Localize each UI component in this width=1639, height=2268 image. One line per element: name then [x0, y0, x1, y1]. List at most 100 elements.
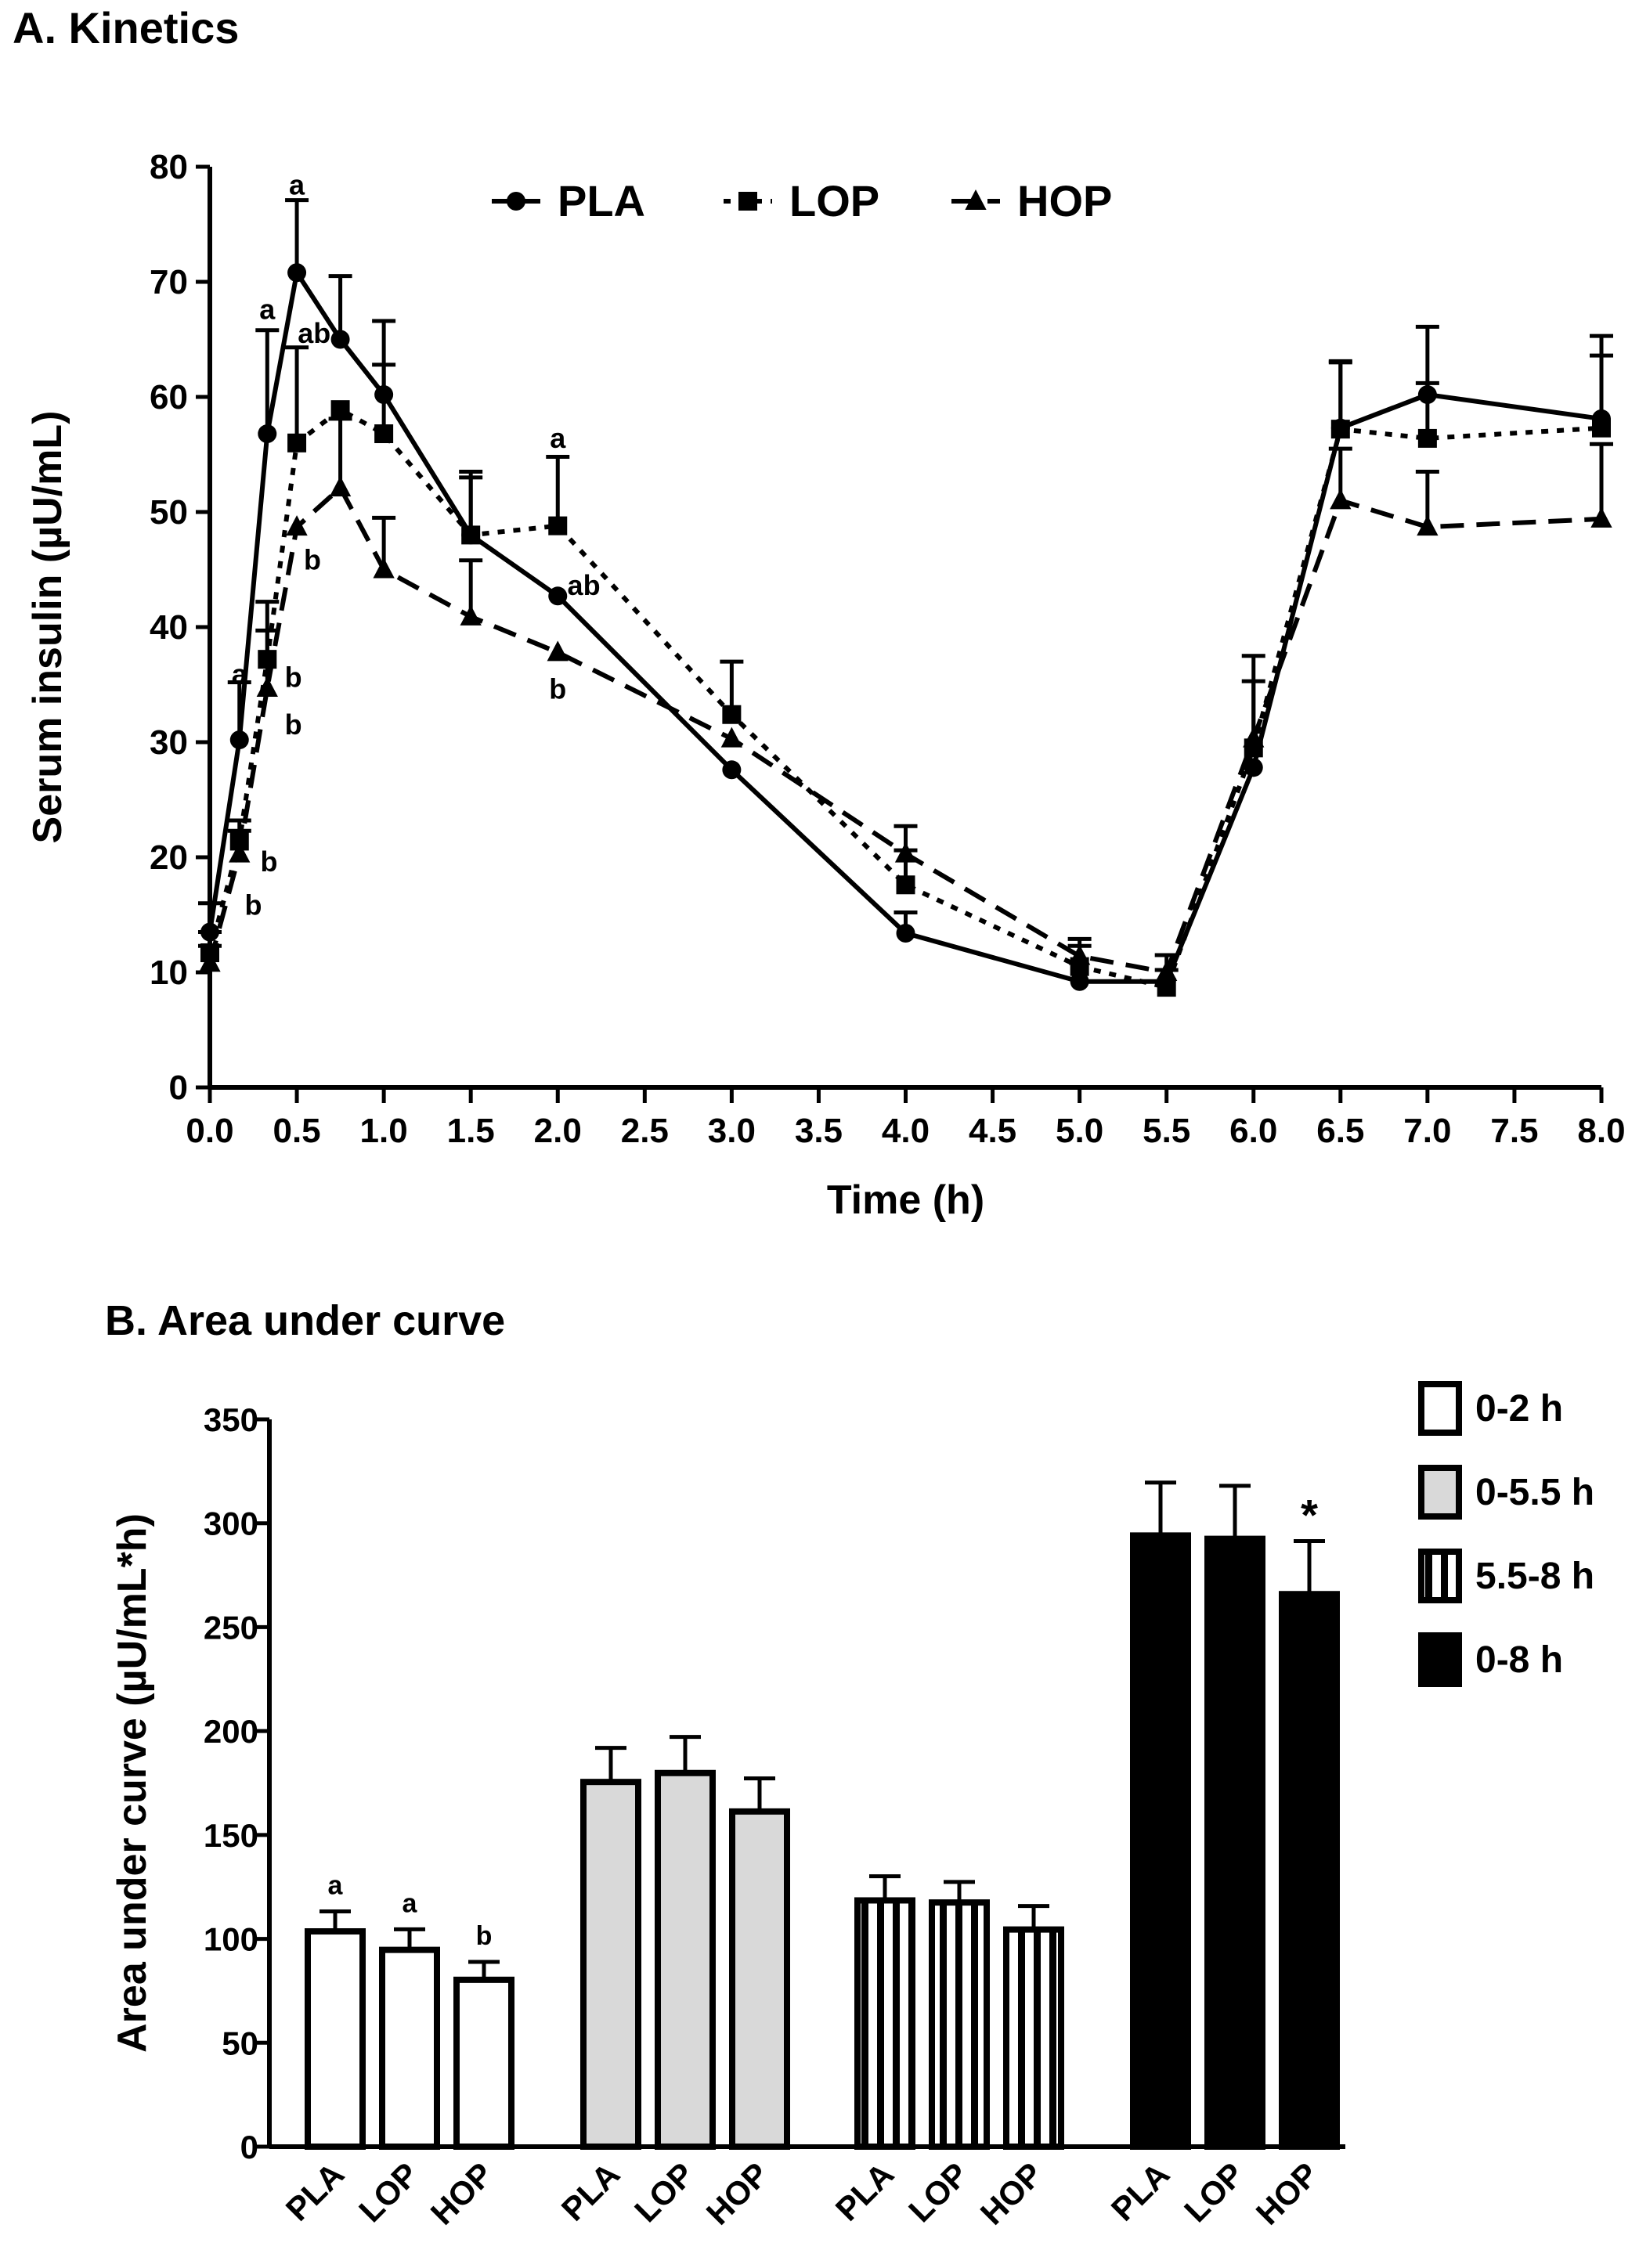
bar [1003, 1926, 1064, 2151]
x-tick-label: 1.5 [447, 1112, 495, 1150]
legend-label: LOP [789, 176, 879, 225]
legend-swatch [1418, 1465, 1462, 1520]
significance-label: b [285, 662, 302, 694]
bar [580, 1779, 641, 2150]
series-hop [198, 416, 1613, 982]
panel-b-title: B. Area under curve [105, 1297, 505, 1344]
kinetics-chart: 0 10 20 30 40 50 60 70 80 0.0 0.5 1.0 1.5 2.0 2.5 3.0 3.… [25, 148, 1626, 1223]
y-axis-title: Serum insulin (µU/mL) [25, 411, 70, 844]
y-tick-label: 30 [150, 723, 188, 762]
data-point [229, 842, 251, 863]
data-point [330, 400, 350, 420]
data-point [1590, 507, 1612, 528]
y-tick-label: 100 [204, 1921, 258, 1958]
significance-label: ab [298, 317, 330, 349]
x-tick-label: PLA [279, 2155, 352, 2228]
y-tick-label: 0 [240, 2129, 258, 2165]
significance-label: b [549, 672, 566, 705]
y-tick-label: 350 [204, 1401, 258, 1438]
data-point [1243, 727, 1265, 748]
data-point [374, 424, 394, 444]
legend-swatch [1418, 1381, 1462, 1436]
bar [379, 1946, 440, 2151]
x-tick-label: 8.0 [1577, 1112, 1625, 1150]
y-tick-label: 0 [169, 1069, 188, 1107]
x-tick-label: 4.0 [882, 1112, 930, 1150]
x-tick-label: 4.5 [969, 1112, 1016, 1150]
x-tick-label: HOP [973, 2155, 1050, 2232]
legend: PLA LOP HOP [492, 176, 1112, 225]
y-tick-label: 20 [150, 838, 188, 877]
bar-group-3: PLA LOP * HOP [1104, 1480, 1340, 2232]
x-tick-label: PLA [554, 2155, 627, 2228]
data-point [1156, 961, 1178, 982]
legend-label: 0-2 h [1475, 1388, 1563, 1430]
data-point [287, 263, 307, 283]
data-point [286, 515, 308, 536]
significance-label: b [245, 889, 262, 921]
legend-label: PLA [558, 176, 645, 225]
y-tick-label: 80 [150, 148, 188, 186]
data-point [1417, 428, 1437, 448]
x-tick-label: 3.0 [708, 1112, 756, 1150]
data-point [287, 433, 307, 453]
y-tick-label: 200 [204, 1713, 258, 1750]
series-line [208, 407, 1602, 990]
legend-swatch [1418, 1549, 1462, 1603]
bar [929, 1899, 990, 2150]
legend: 0-2 h 0-5.5 h 5.5-8 h 0-8 h [1418, 1381, 1594, 1687]
data-point [547, 640, 569, 662]
significance-label: * [1301, 1491, 1318, 1540]
data-point [720, 727, 743, 748]
significance-label: a [403, 1888, 418, 1918]
data-point [329, 476, 352, 497]
series-line [208, 485, 1602, 975]
data-point [229, 730, 249, 750]
data-point [1330, 489, 1352, 510]
x-tick-label: 2.5 [621, 1112, 669, 1150]
data-point [1070, 972, 1089, 991]
data-point [1157, 978, 1176, 997]
significance-label: b [285, 709, 302, 741]
significance-label: a [232, 658, 248, 690]
bar-group-0: a PLA a LOP b HOP [279, 1871, 514, 2232]
data-point [199, 951, 221, 972]
data-point [256, 676, 278, 697]
x-tick-label: 0.5 [273, 1112, 320, 1150]
x-tick-label: 2.0 [534, 1112, 582, 1150]
data-point [460, 604, 482, 626]
bar [1279, 1591, 1340, 2151]
y-tick-label: 50 [222, 2025, 258, 2061]
legend-swatch [1418, 1632, 1462, 1687]
significance-label: a [289, 169, 305, 201]
significance-label: b [476, 1921, 493, 1951]
x-tick-label: 5.0 [1056, 1112, 1103, 1150]
significance-label: ab [568, 569, 601, 601]
legend-label: 0-5.5 h [1475, 1472, 1594, 1513]
significance-label: b [261, 846, 278, 878]
legend-label: 0-8 h [1475, 1639, 1563, 1681]
data-point [896, 924, 915, 943]
y-tick-label: 250 [204, 1609, 258, 1646]
series-line [208, 270, 1602, 984]
data-point [1330, 420, 1350, 439]
significance-label: b [304, 544, 321, 576]
data-point [548, 586, 568, 606]
x-tick-label: LOP [352, 2155, 425, 2229]
y-tick-label: 50 [150, 493, 188, 532]
data-point [548, 516, 568, 535]
data-point [896, 875, 915, 895]
x-tick-label: 7.0 [1403, 1112, 1451, 1150]
panel-a-title: A. Kinetics [13, 3, 239, 52]
x-axis-title: Time (h) [827, 1177, 984, 1223]
data-point [1417, 515, 1439, 536]
data-point [722, 760, 742, 780]
legend-label: 5.5-8 h [1475, 1556, 1594, 1597]
legend-marker [507, 192, 525, 211]
data-point [258, 424, 277, 444]
data-point [1592, 418, 1611, 438]
x-tick-label: 1.0 [360, 1112, 408, 1150]
